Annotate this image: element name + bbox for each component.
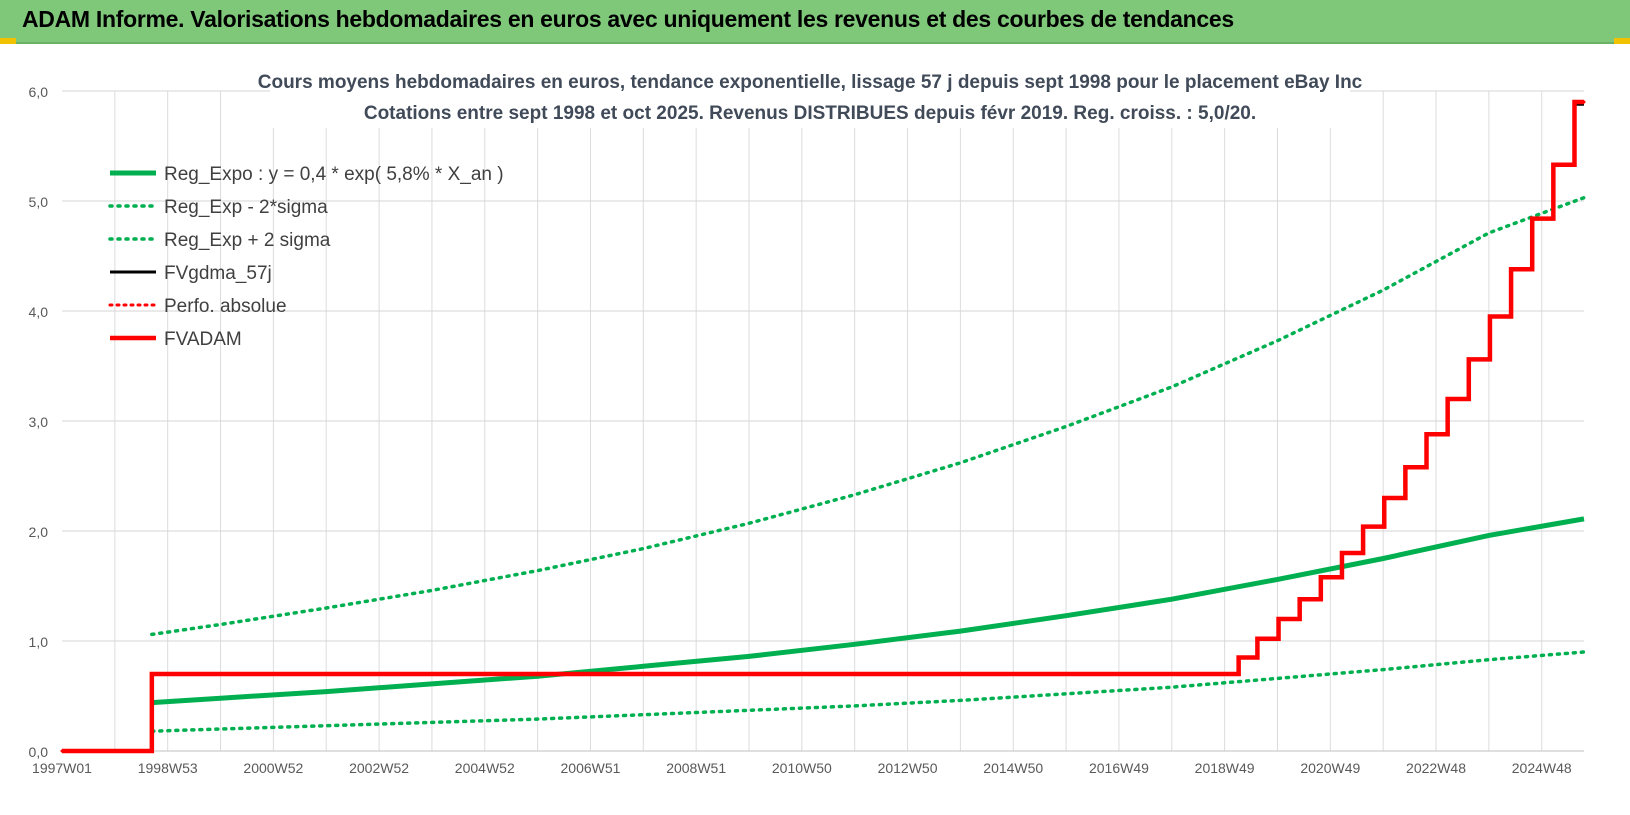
x-tick-label: 2018W49 bbox=[1195, 760, 1255, 776]
x-tick-label: 2008W51 bbox=[666, 760, 726, 776]
title-background bbox=[270, 62, 1350, 128]
legend-label: Perfo. absolue bbox=[164, 296, 287, 317]
chart-titles: Cours moyens hebdomadaires en euros, ten… bbox=[258, 62, 1363, 128]
series-line-5 bbox=[60, 100, 1586, 753]
x-tick-label: 2006W51 bbox=[561, 760, 621, 776]
corner-mark-top-left bbox=[0, 38, 16, 44]
x-tick-label: 1997W01 bbox=[32, 760, 92, 776]
y-tick-label: 2,0 bbox=[29, 524, 49, 540]
page-title: ADAM Informe. Valorisations hebdomadaire… bbox=[22, 6, 1234, 32]
corner-mark-top-right bbox=[1614, 38, 1630, 44]
x-tick-label: 2024W48 bbox=[1512, 760, 1572, 776]
x-tick-label: 2000W52 bbox=[243, 760, 303, 776]
legend-label: FVgdma_57j bbox=[164, 263, 272, 284]
chart-title: Cours moyens hebdomadaires en euros, ten… bbox=[258, 72, 1363, 93]
series-group bbox=[60, 99, 1586, 754]
x-tick-label: 1998W53 bbox=[138, 760, 198, 776]
y-tick-label: 1,0 bbox=[29, 634, 49, 650]
series-line-2 bbox=[150, 650, 1586, 733]
chart-subtitle: Cotations entre sept 1998 et oct 2025. R… bbox=[364, 103, 1256, 124]
x-tick-label: 2014W50 bbox=[983, 760, 1043, 776]
legend-label: Reg_Expo : y = 0,4 * exp( 5,8% * X_an ) bbox=[164, 164, 504, 185]
x-tick-label: 2010W50 bbox=[772, 760, 832, 776]
y-tick-label: 5,0 bbox=[29, 194, 49, 210]
y-tick-label: 6,0 bbox=[29, 84, 49, 100]
y-tick-label: 0,0 bbox=[29, 744, 49, 760]
y-tick-label: 4,0 bbox=[29, 304, 49, 320]
axes: 0,0 1,0 2,0 3,0 4,0 5,0 6,0 1997W01 1998W53 2000W… bbox=[29, 84, 1584, 776]
x-tick-label: 2012W50 bbox=[878, 760, 938, 776]
series-line-3 bbox=[150, 195, 1586, 637]
grid bbox=[62, 90, 1584, 752]
legend-label: FVADAM bbox=[164, 329, 242, 350]
x-tick-label: 2022W48 bbox=[1406, 760, 1466, 776]
series-line-1 bbox=[151, 516, 1585, 706]
legend: Reg_Expo : y = 0,4 * exp( 5,8% * X_an ) R… bbox=[108, 164, 504, 350]
legend-label: Reg_Exp + 2 sigma bbox=[164, 230, 331, 251]
header-band: ADAM Informe. Valorisations hebdomadaire… bbox=[0, 0, 1630, 44]
x-tick-label: 2016W49 bbox=[1089, 760, 1149, 776]
x-tick-label: 2004W52 bbox=[455, 760, 515, 776]
x-tick-label: 2020W49 bbox=[1300, 760, 1360, 776]
legend-label: Reg_Exp - 2*sigma bbox=[164, 197, 328, 218]
y-tick-label: 3,0 bbox=[29, 414, 49, 430]
x-tick-label: 2002W52 bbox=[349, 760, 409, 776]
